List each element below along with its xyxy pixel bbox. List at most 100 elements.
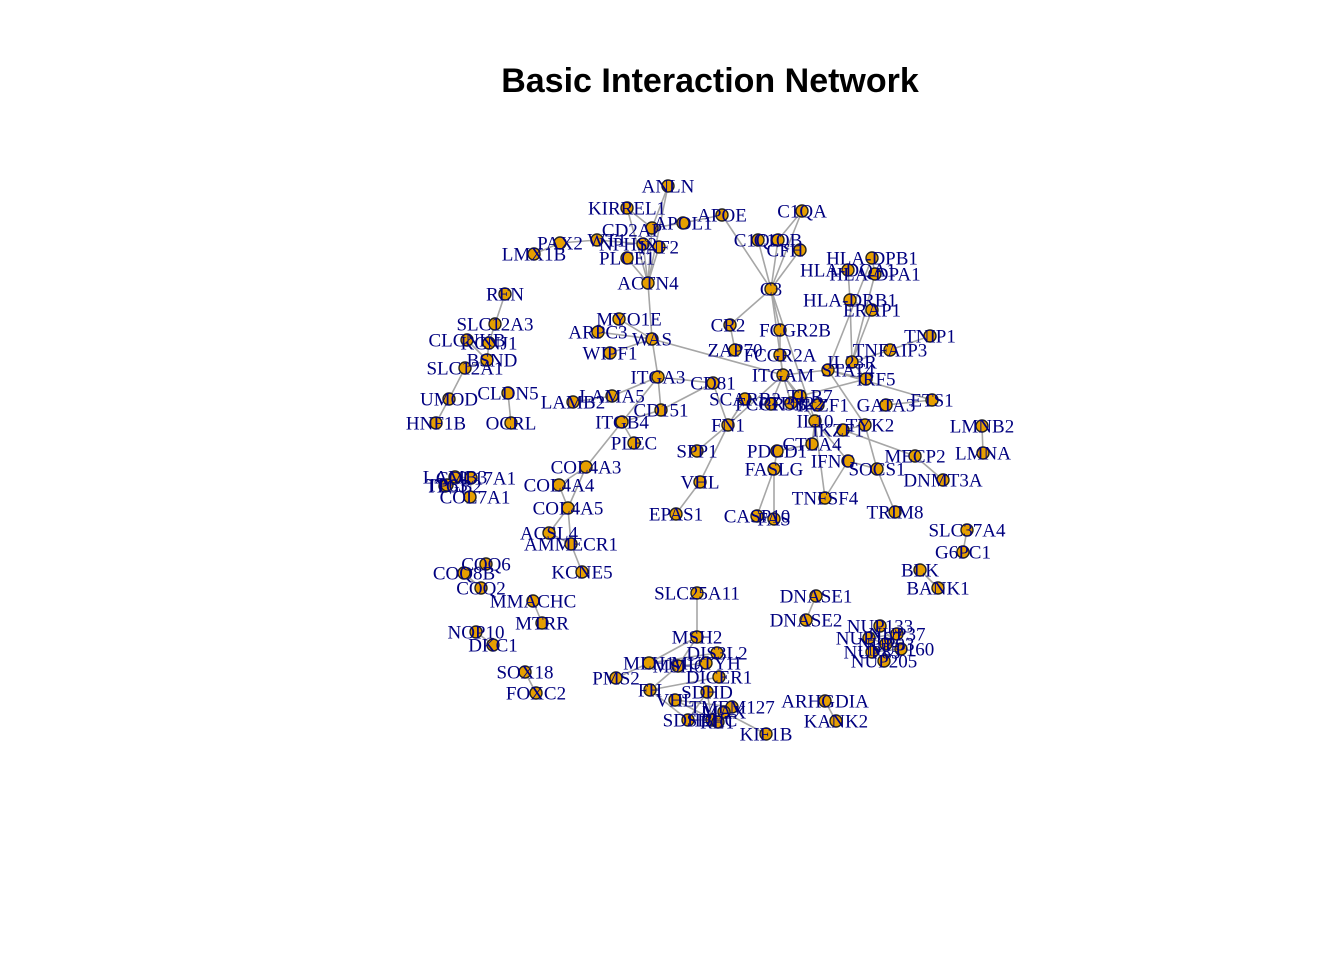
- node-label: BLK: [901, 560, 939, 581]
- node-label: HLA-DQA1: [800, 260, 896, 281]
- network-edge: [782, 369, 829, 376]
- node-label: ANLN: [642, 176, 695, 197]
- network-node: [836, 423, 850, 437]
- network-node: [448, 470, 462, 484]
- network-node: [793, 243, 807, 257]
- network-node: [811, 398, 825, 412]
- network-node: [858, 418, 872, 432]
- node-label: BANK1: [906, 578, 969, 599]
- node-label: COQ6: [461, 554, 511, 575]
- node-label: WT1: [587, 230, 626, 251]
- node-label: ERAP1: [843, 300, 901, 321]
- network-node: [883, 343, 897, 357]
- network-node: [865, 645, 879, 659]
- network-node: [498, 287, 512, 301]
- node-label: KCNE5: [551, 562, 612, 583]
- node-label: CFH: [767, 240, 804, 261]
- network-edge: [649, 689, 689, 721]
- node-label: WAS: [632, 329, 672, 350]
- node-label: TP63: [426, 475, 467, 496]
- network-edge: [723, 711, 767, 735]
- node-label: CR2: [711, 315, 746, 336]
- network-edge: [585, 421, 623, 468]
- network-edge: [889, 335, 931, 351]
- node-label: MAX: [702, 702, 747, 723]
- network-node: [501, 386, 515, 400]
- network-node: [440, 478, 454, 492]
- network-node: [845, 355, 859, 369]
- network-node: [865, 303, 879, 317]
- network-edge: [648, 652, 718, 664]
- network-node: [925, 393, 939, 407]
- node-label: VHL: [655, 690, 694, 711]
- node-label: PLEC: [611, 433, 657, 454]
- node-label: TMEM127: [689, 697, 775, 718]
- network-node: [711, 715, 725, 729]
- network-node: [504, 416, 518, 430]
- network-edge: [647, 185, 669, 284]
- node-label: TNFAIP3: [853, 340, 928, 361]
- node-label: ARPC3: [568, 322, 627, 343]
- node-label: MTRR: [515, 613, 569, 634]
- network-edge: [842, 429, 916, 457]
- network-node: [693, 475, 707, 489]
- node-label: NUP205: [851, 651, 918, 672]
- network-node: [784, 396, 798, 410]
- node-label: CASP10: [724, 506, 791, 527]
- network-edge: [696, 424, 729, 452]
- node-label: IL10: [797, 411, 834, 432]
- node-label: COL4A5: [533, 498, 604, 519]
- network-node: [795, 204, 809, 218]
- network-node: [975, 419, 989, 433]
- network-edge: [712, 382, 729, 426]
- network-node: [564, 537, 578, 551]
- node-label: NUP85: [843, 642, 900, 663]
- node-label: ITGB2: [428, 476, 482, 497]
- network-node: [591, 325, 605, 339]
- network-node: [894, 642, 908, 656]
- node-label: FASLG: [745, 459, 804, 480]
- network-node: [535, 616, 549, 630]
- network-node: [636, 237, 650, 251]
- node-label: MECP2: [884, 446, 945, 467]
- network-node: [913, 563, 927, 577]
- node-label: CTLA4: [782, 434, 842, 455]
- node-label: HLA-DPB1: [826, 248, 918, 269]
- network-node: [542, 526, 556, 540]
- network-node: [888, 505, 902, 519]
- network-edge: [756, 468, 775, 517]
- node-label: MUTYH: [671, 653, 741, 674]
- network-node: [818, 491, 832, 505]
- node-label: IRF5: [856, 369, 895, 390]
- network-node: [526, 594, 540, 608]
- network-edge: [757, 239, 772, 290]
- network-node: [764, 397, 778, 411]
- network-edge: [651, 338, 784, 376]
- node-label: ITGA3: [631, 367, 686, 388]
- network-node: [669, 507, 683, 521]
- network-node: [480, 353, 494, 367]
- network-node: [908, 449, 922, 463]
- node-label: OCRL: [486, 413, 537, 434]
- network-node: [877, 654, 891, 668]
- node-label: UMOD: [420, 389, 478, 410]
- node-label: FN1: [711, 415, 745, 436]
- network-node: [566, 395, 580, 409]
- network-edge: [799, 378, 867, 397]
- network-edge: [597, 331, 653, 340]
- node-label: ETS1: [910, 390, 953, 411]
- node-label: HNF1B: [406, 413, 466, 434]
- node-label: IL23R: [827, 352, 877, 373]
- network-node: [890, 627, 904, 641]
- network-edge: [851, 273, 876, 363]
- network-node: [590, 233, 604, 247]
- node-label: CLDN5: [477, 383, 538, 404]
- node-label: FCGR2A: [744, 345, 817, 366]
- network-edge: [596, 239, 644, 245]
- network-node: [723, 318, 737, 332]
- network-node: [868, 267, 882, 281]
- node-label: FCGR2B: [759, 320, 831, 341]
- network-edge: [770, 249, 801, 290]
- node-label: SLC25A11: [654, 583, 740, 604]
- network-edge: [885, 399, 933, 406]
